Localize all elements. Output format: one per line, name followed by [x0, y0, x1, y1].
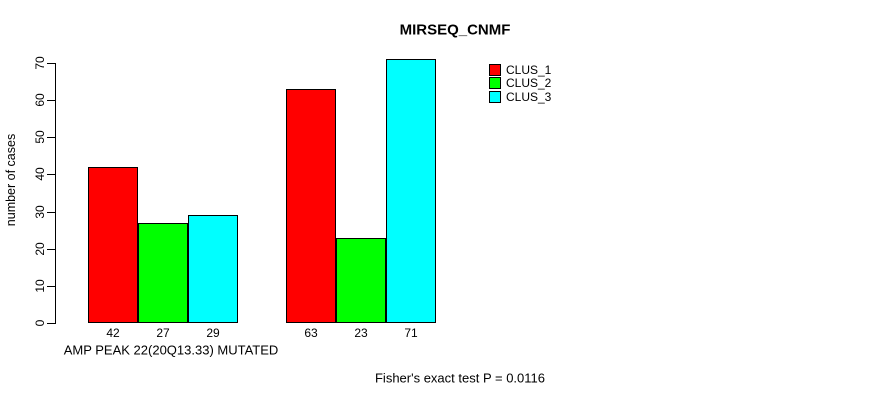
legend-swatch-clus_2 [489, 77, 501, 90]
bar-value-label: 42 [106, 326, 120, 340]
bar-clus_3-group2 [386, 59, 436, 323]
legend-label: CLUS_3 [506, 89, 552, 104]
y-tick-mark [47, 100, 55, 101]
bar-clus_3-group1 [188, 215, 238, 323]
y-tick-label: 0 [33, 319, 47, 327]
y-tick-mark [47, 63, 55, 64]
bar-clus_1-group1 [88, 167, 138, 323]
y-tick-label: 20 [33, 242, 47, 256]
bar-clus_2-group1 [138, 222, 188, 323]
y-tick-mark [47, 212, 55, 213]
bar-value-label: 27 [156, 326, 170, 340]
legend-row: CLUS_3 [489, 90, 551, 104]
y-tick-mark [47, 249, 55, 250]
y-tick-mark [47, 137, 55, 138]
legend: CLUS_1 CLUS_2 CLUS_3 [489, 63, 551, 104]
legend-row: CLUS_1 [489, 63, 551, 77]
bar-value-label: 29 [206, 326, 220, 340]
legend-swatch-clus_1 [489, 63, 501, 76]
y-tick-mark [47, 286, 55, 287]
x-axis-label: AMP PEAK 22(20Q13.33) MUTATED [63, 342, 279, 358]
bar-value-label: 23 [354, 326, 368, 340]
bar-value-label: 63 [304, 326, 318, 340]
y-tick-label: 10 [33, 279, 47, 293]
y-tick-label: 30 [33, 205, 47, 219]
y-axis-line [55, 63, 56, 324]
legend-label: CLUS_2 [506, 76, 552, 91]
bar-clus_2-group2 [336, 237, 386, 323]
y-tick-mark [47, 323, 55, 324]
legend-row: CLUS_2 [489, 76, 552, 91]
y-tick-mark [47, 174, 55, 175]
y-tick-label: 40 [33, 167, 47, 181]
chart-title: MIRSEQ_CNMF [399, 21, 511, 39]
stat-annotation: Fisher's exact test P = 0.0116 [374, 370, 546, 386]
bar-value-label: 71 [404, 326, 418, 340]
legend-label: CLUS_1 [506, 62, 552, 77]
y-tick-label: 50 [33, 130, 47, 144]
legend-swatch-clus_3 [489, 90, 501, 103]
y-tick-label: 60 [33, 93, 47, 107]
bar-clus_1-group2 [286, 89, 336, 323]
y-tick-label: 70 [33, 56, 47, 70]
